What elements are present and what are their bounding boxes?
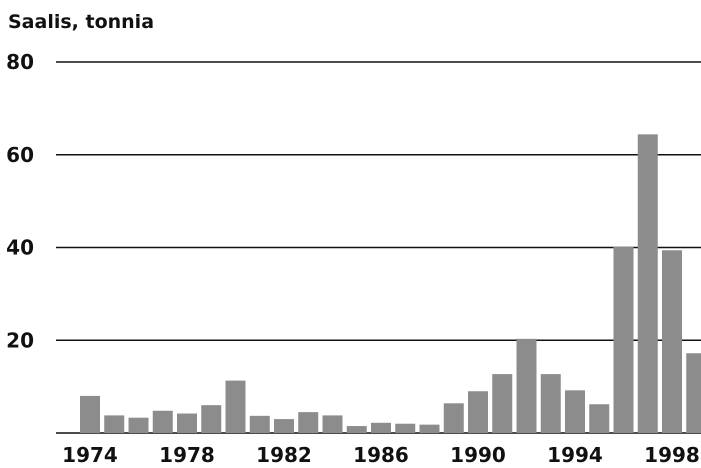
y-axis-label: Saalis, tonnia	[8, 11, 154, 33]
bar-1987	[395, 423, 416, 433]
bar-1989	[443, 403, 464, 433]
bar-1997	[637, 134, 658, 433]
x-tick-label: 1974	[62, 443, 118, 467]
bar-1991	[492, 374, 513, 433]
bar-1993	[540, 374, 561, 433]
bar-1976	[128, 417, 149, 433]
x-tick-label: 1982	[256, 443, 312, 467]
bar-1988	[419, 424, 440, 433]
bar-1981	[249, 415, 270, 433]
bar-1983	[298, 412, 319, 433]
bar-1980	[225, 380, 246, 433]
bar-1986	[371, 422, 391, 433]
y-tick-label: 40	[6, 236, 34, 260]
bar-1990	[468, 391, 488, 433]
y-tick-label: 20	[6, 328, 34, 352]
bar-1984	[322, 415, 343, 433]
y-tick-label: 60	[6, 143, 34, 167]
gridlines	[56, 61, 701, 434]
x-tick-label: 1998	[644, 443, 700, 467]
bar-1978	[177, 413, 197, 433]
x-tick-label: 1978	[159, 443, 215, 467]
x-tick-label: 1994	[547, 443, 603, 467]
bar-1979	[201, 405, 222, 433]
bar-1974	[80, 395, 100, 433]
bar-1999	[686, 353, 701, 433]
bar-1982	[274, 419, 294, 433]
bar-1985	[346, 426, 367, 433]
x-tick-label: 1990	[450, 443, 506, 467]
bar-1975	[104, 415, 125, 433]
x-tick-labels: 1974 1978 1982 1986 1990 1994 1998	[62, 443, 700, 467]
bar-1992	[516, 338, 537, 433]
bar-1998	[662, 250, 682, 433]
bar-1996	[613, 246, 634, 433]
bars	[80, 134, 701, 433]
y-tick-labels: 20 40 60 80	[6, 50, 34, 352]
bar-1994	[565, 390, 585, 433]
y-tick-label: 80	[6, 50, 34, 74]
bar-1977	[152, 410, 173, 433]
x-tick-label: 1986	[353, 443, 409, 467]
bar-1995	[589, 404, 610, 433]
